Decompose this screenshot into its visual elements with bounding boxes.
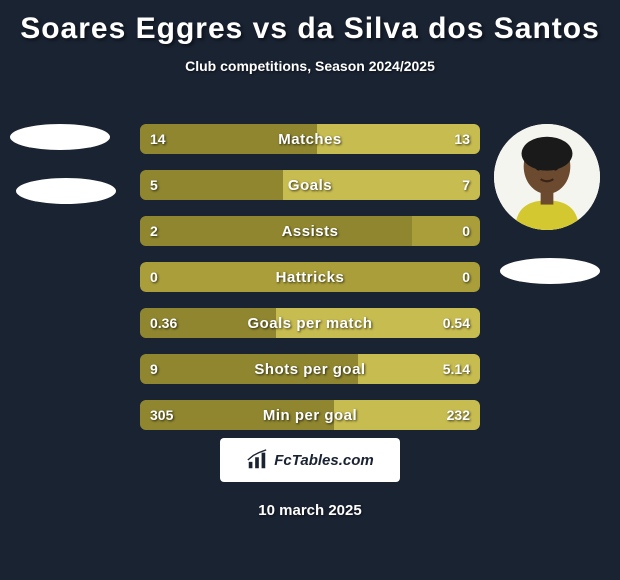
page-title: Soares Eggres vs da Silva dos Santos: [0, 0, 620, 46]
player-left-oval-2: [16, 178, 116, 204]
stat-row: 1413Matches: [140, 124, 480, 154]
stat-row: 95.14Shots per goal: [140, 354, 480, 384]
stats-bars: 1413Matches 57Goals 20Assists 00Hattricks 0.…: [140, 124, 480, 446]
stat-label: Shots per goal: [140, 354, 480, 384]
player-right-avatar: [494, 124, 600, 230]
stat-row: 20Assists: [140, 216, 480, 246]
stat-label: Goals: [140, 170, 480, 200]
footer-date: 10 march 2025: [0, 502, 620, 519]
stat-label: Matches: [140, 124, 480, 154]
brand-box: FcTables.com: [220, 438, 400, 482]
stat-label: Min per goal: [140, 400, 480, 430]
player-left-oval-1: [10, 124, 110, 150]
stat-row: 57Goals: [140, 170, 480, 200]
brand-text: FcTables.com: [274, 452, 373, 469]
stat-row: 00Hattricks: [140, 262, 480, 292]
stat-row: 305232Min per goal: [140, 400, 480, 430]
stat-label: Hattricks: [140, 262, 480, 292]
page-subtitle: Club competitions, Season 2024/2025: [0, 58, 620, 74]
brand-chart-icon: [246, 449, 268, 471]
stat-label: Assists: [140, 216, 480, 246]
stat-label: Goals per match: [140, 308, 480, 338]
player-right-oval: [500, 258, 600, 284]
avatar-icon: [494, 124, 600, 230]
stat-row: 0.360.54Goals per match: [140, 308, 480, 338]
